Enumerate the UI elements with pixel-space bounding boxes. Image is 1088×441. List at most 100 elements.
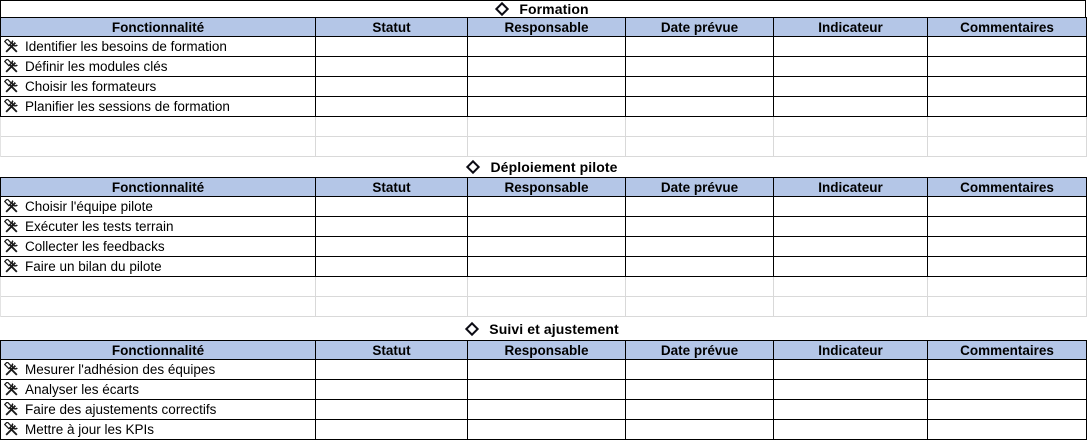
- task-cell[interactable]: Mettre à jour les KPIs: [1, 420, 316, 440]
- crossed-tools-icon: [4, 422, 19, 437]
- empty-cell[interactable]: [316, 420, 468, 440]
- task-label: Choisir les formateurs: [25, 79, 157, 94]
- column-header[interactable]: Date prévue: [626, 340, 774, 360]
- column-header[interactable]: Statut: [316, 177, 468, 197]
- empty-cell[interactable]: [626, 400, 774, 420]
- empty-cell[interactable]: [626, 380, 774, 400]
- empty-cell[interactable]: [316, 237, 468, 257]
- empty-cell[interactable]: [626, 197, 774, 217]
- empty-cell[interactable]: [468, 420, 626, 440]
- empty-cell[interactable]: [928, 77, 1087, 97]
- empty-cell[interactable]: [774, 420, 928, 440]
- empty-cell[interactable]: [468, 37, 626, 57]
- column-header[interactable]: Statut: [316, 340, 468, 360]
- empty-cell[interactable]: [928, 237, 1087, 257]
- column-header[interactable]: Commentaires: [928, 177, 1087, 197]
- empty-cell[interactable]: [928, 97, 1087, 117]
- empty-cell[interactable]: [928, 420, 1087, 440]
- empty-cell[interactable]: [626, 420, 774, 440]
- empty-cell[interactable]: [316, 97, 468, 117]
- empty-sheet-row: [1, 137, 1087, 157]
- empty-cell[interactable]: [774, 197, 928, 217]
- empty-cell[interactable]: [468, 197, 626, 217]
- empty-cell[interactable]: [468, 257, 626, 277]
- task-cell[interactable]: Identifier les besoins de formation: [1, 37, 316, 57]
- column-header[interactable]: Indicateur: [774, 177, 928, 197]
- task-label: Mesurer l'adhésion des équipes: [25, 362, 216, 377]
- task-cell[interactable]: Définir les modules clés: [1, 57, 316, 77]
- sheet-cell: [1, 137, 316, 157]
- empty-cell[interactable]: [626, 257, 774, 277]
- task-cell[interactable]: Choisir l'équipe pilote: [1, 197, 316, 217]
- column-header[interactable]: Responsable: [468, 340, 626, 360]
- empty-cell[interactable]: [928, 400, 1087, 420]
- empty-cell[interactable]: [774, 400, 928, 420]
- empty-cell[interactable]: [928, 197, 1087, 217]
- task-cell[interactable]: Faire des ajustements correctifs: [1, 400, 316, 420]
- empty-cell[interactable]: [316, 217, 468, 237]
- empty-cell[interactable]: [928, 217, 1087, 237]
- column-header[interactable]: Statut: [316, 17, 468, 37]
- column-header[interactable]: Fonctionnalité: [1, 17, 316, 37]
- empty-cell[interactable]: [928, 37, 1087, 57]
- empty-cell[interactable]: [626, 77, 774, 97]
- empty-cell[interactable]: [468, 360, 626, 380]
- column-header[interactable]: Responsable: [468, 177, 626, 197]
- empty-cell[interactable]: [928, 57, 1087, 77]
- empty-cell[interactable]: [316, 197, 468, 217]
- empty-cell[interactable]: [316, 380, 468, 400]
- empty-cell[interactable]: [468, 57, 626, 77]
- column-header[interactable]: Date prévue: [626, 177, 774, 197]
- empty-cell[interactable]: [774, 37, 928, 57]
- column-header[interactable]: Date prévue: [626, 17, 774, 37]
- sheet-cell: [774, 297, 928, 317]
- column-header[interactable]: Fonctionnalité: [1, 340, 316, 360]
- empty-cell[interactable]: [928, 360, 1087, 380]
- column-header[interactable]: Commentaires: [928, 340, 1087, 360]
- empty-cell[interactable]: [468, 97, 626, 117]
- task-label: Mettre à jour les KPIs: [25, 422, 155, 437]
- empty-cell[interactable]: [774, 77, 928, 97]
- empty-cell[interactable]: [316, 257, 468, 277]
- empty-cell[interactable]: [316, 37, 468, 57]
- empty-cell[interactable]: [774, 257, 928, 277]
- column-header[interactable]: Indicateur: [774, 17, 928, 37]
- empty-cell[interactable]: [468, 400, 626, 420]
- empty-cell[interactable]: [774, 380, 928, 400]
- empty-cell[interactable]: [928, 257, 1087, 277]
- empty-cell[interactable]: [316, 360, 468, 380]
- empty-cell[interactable]: [774, 217, 928, 237]
- task-cell[interactable]: Exécuter les tests terrain: [1, 217, 316, 237]
- empty-cell[interactable]: [774, 57, 928, 77]
- section-title: Formation: [519, 1, 589, 17]
- empty-cell[interactable]: [468, 237, 626, 257]
- column-header[interactable]: Fonctionnalité: [1, 177, 316, 197]
- column-header[interactable]: Commentaires: [928, 17, 1087, 37]
- empty-cell[interactable]: [626, 57, 774, 77]
- empty-cell[interactable]: [468, 380, 626, 400]
- empty-cell[interactable]: [626, 217, 774, 237]
- empty-cell[interactable]: [626, 360, 774, 380]
- empty-cell[interactable]: [626, 37, 774, 57]
- task-cell[interactable]: Collecter les feedbacks: [1, 237, 316, 257]
- task-cell[interactable]: Choisir les formateurs: [1, 77, 316, 97]
- empty-cell[interactable]: [316, 57, 468, 77]
- empty-cell[interactable]: [316, 400, 468, 420]
- empty-cell[interactable]: [774, 97, 928, 117]
- task-row: Mettre à jour les KPIs: [1, 420, 1087, 440]
- empty-cell[interactable]: [468, 77, 626, 97]
- empty-cell[interactable]: [774, 360, 928, 380]
- column-header[interactable]: Responsable: [468, 17, 626, 37]
- empty-cell[interactable]: [316, 77, 468, 97]
- task-cell[interactable]: Analyser les écarts: [1, 380, 316, 400]
- task-cell[interactable]: Mesurer l'adhésion des équipes: [1, 360, 316, 380]
- task-cell[interactable]: Faire un bilan du pilote: [1, 257, 316, 277]
- task-cell[interactable]: Planifier les sessions de formation: [1, 97, 316, 117]
- empty-cell[interactable]: [626, 97, 774, 117]
- empty-cell[interactable]: [774, 237, 928, 257]
- empty-cell[interactable]: [928, 380, 1087, 400]
- task-label: Faire des ajustements correctifs: [25, 402, 217, 417]
- empty-cell[interactable]: [468, 217, 626, 237]
- column-header[interactable]: Indicateur: [774, 340, 928, 360]
- empty-cell[interactable]: [626, 237, 774, 257]
